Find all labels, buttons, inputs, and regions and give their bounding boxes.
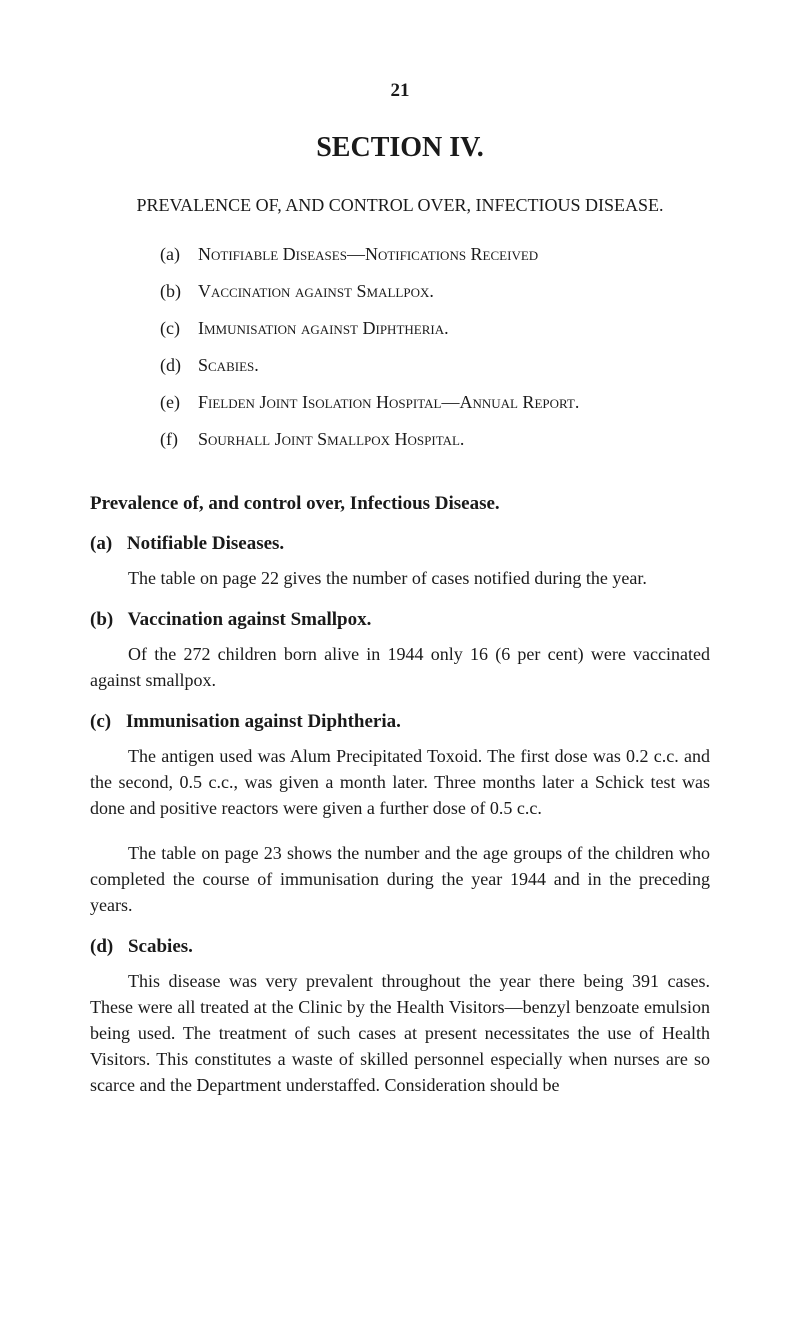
block-label: (b): [90, 609, 113, 630]
enum-label: (f): [160, 426, 198, 453]
block-a: (a) Notifiable Diseases. The table on pa…: [90, 533, 710, 591]
body-paragraph: The table on page 23 shows the number an…: [90, 840, 710, 918]
body-paragraph: Of the 272 children born alive in 1944 o…: [90, 641, 710, 693]
enum-list: (a) Notifiable Diseases—Notifications Re…: [160, 241, 710, 453]
enum-text: Fielden Joint Isolation Hospital—Annual …: [198, 389, 710, 416]
body-paragraph: The table on page 22 gives the number of…: [90, 565, 710, 591]
subsection-title: Prevalence of, and control over, Infecti…: [90, 493, 710, 515]
enum-item-d: (d) Scabies.: [160, 352, 710, 379]
section-title: SECTION IV.: [90, 132, 710, 164]
enum-text: Notifiable Diseases—Notifications Receiv…: [198, 241, 710, 268]
enum-item-e: (e) Fielden Joint Isolation Hospital—Ann…: [160, 389, 710, 416]
block-heading: (d) Scabies.: [90, 936, 710, 958]
block-heading: (c) Immunisation against Diphtheria.: [90, 711, 710, 733]
enum-item-c: (c) Immunisation against Diphtheria.: [160, 315, 710, 342]
body-paragraph: The antigen used was Alum Precipitated T…: [90, 743, 710, 821]
enum-text: Sourhall Joint Smallpox Hospital.: [198, 426, 710, 453]
main-title: PREVALENCE OF, AND CONTROL OVER, INFECTI…: [90, 192, 710, 219]
enum-label: (d): [160, 352, 198, 379]
block-heading-text: Notifiable Diseases.: [127, 533, 284, 554]
enum-item-a: (a) Notifiable Diseases—Notifications Re…: [160, 241, 710, 268]
enum-label: (b): [160, 278, 198, 305]
block-d: (d) Scabies. This disease was very preva…: [90, 936, 710, 1098]
enum-text: Vaccination against Smallpox.: [198, 278, 710, 305]
enum-label: (e): [160, 389, 198, 416]
enum-text: Scabies.: [198, 352, 710, 379]
block-label: (d): [90, 936, 113, 957]
block-heading: (b) Vaccination against Smallpox.: [90, 609, 710, 631]
block-heading-text: Immunisation against Diphtheria.: [126, 711, 401, 732]
block-label: (a): [90, 533, 112, 554]
enum-item-b: (b) Vaccination against Smallpox.: [160, 278, 710, 305]
block-label: (c): [90, 711, 111, 732]
block-heading-text: Vaccination against Smallpox.: [128, 609, 372, 630]
block-heading-text: Scabies.: [128, 936, 193, 957]
page-number: 21: [90, 80, 710, 102]
block-c: (c) Immunisation against Diphtheria. The…: [90, 711, 710, 918]
enum-item-f: (f) Sourhall Joint Smallpox Hospital.: [160, 426, 710, 453]
body-paragraph: This disease was very prevalent througho…: [90, 968, 710, 1098]
enum-label: (a): [160, 241, 198, 268]
enum-text: Immunisation against Diphtheria.: [198, 315, 710, 342]
block-b: (b) Vaccination against Smallpox. Of the…: [90, 609, 710, 693]
enum-label: (c): [160, 315, 198, 342]
block-heading: (a) Notifiable Diseases.: [90, 533, 710, 555]
